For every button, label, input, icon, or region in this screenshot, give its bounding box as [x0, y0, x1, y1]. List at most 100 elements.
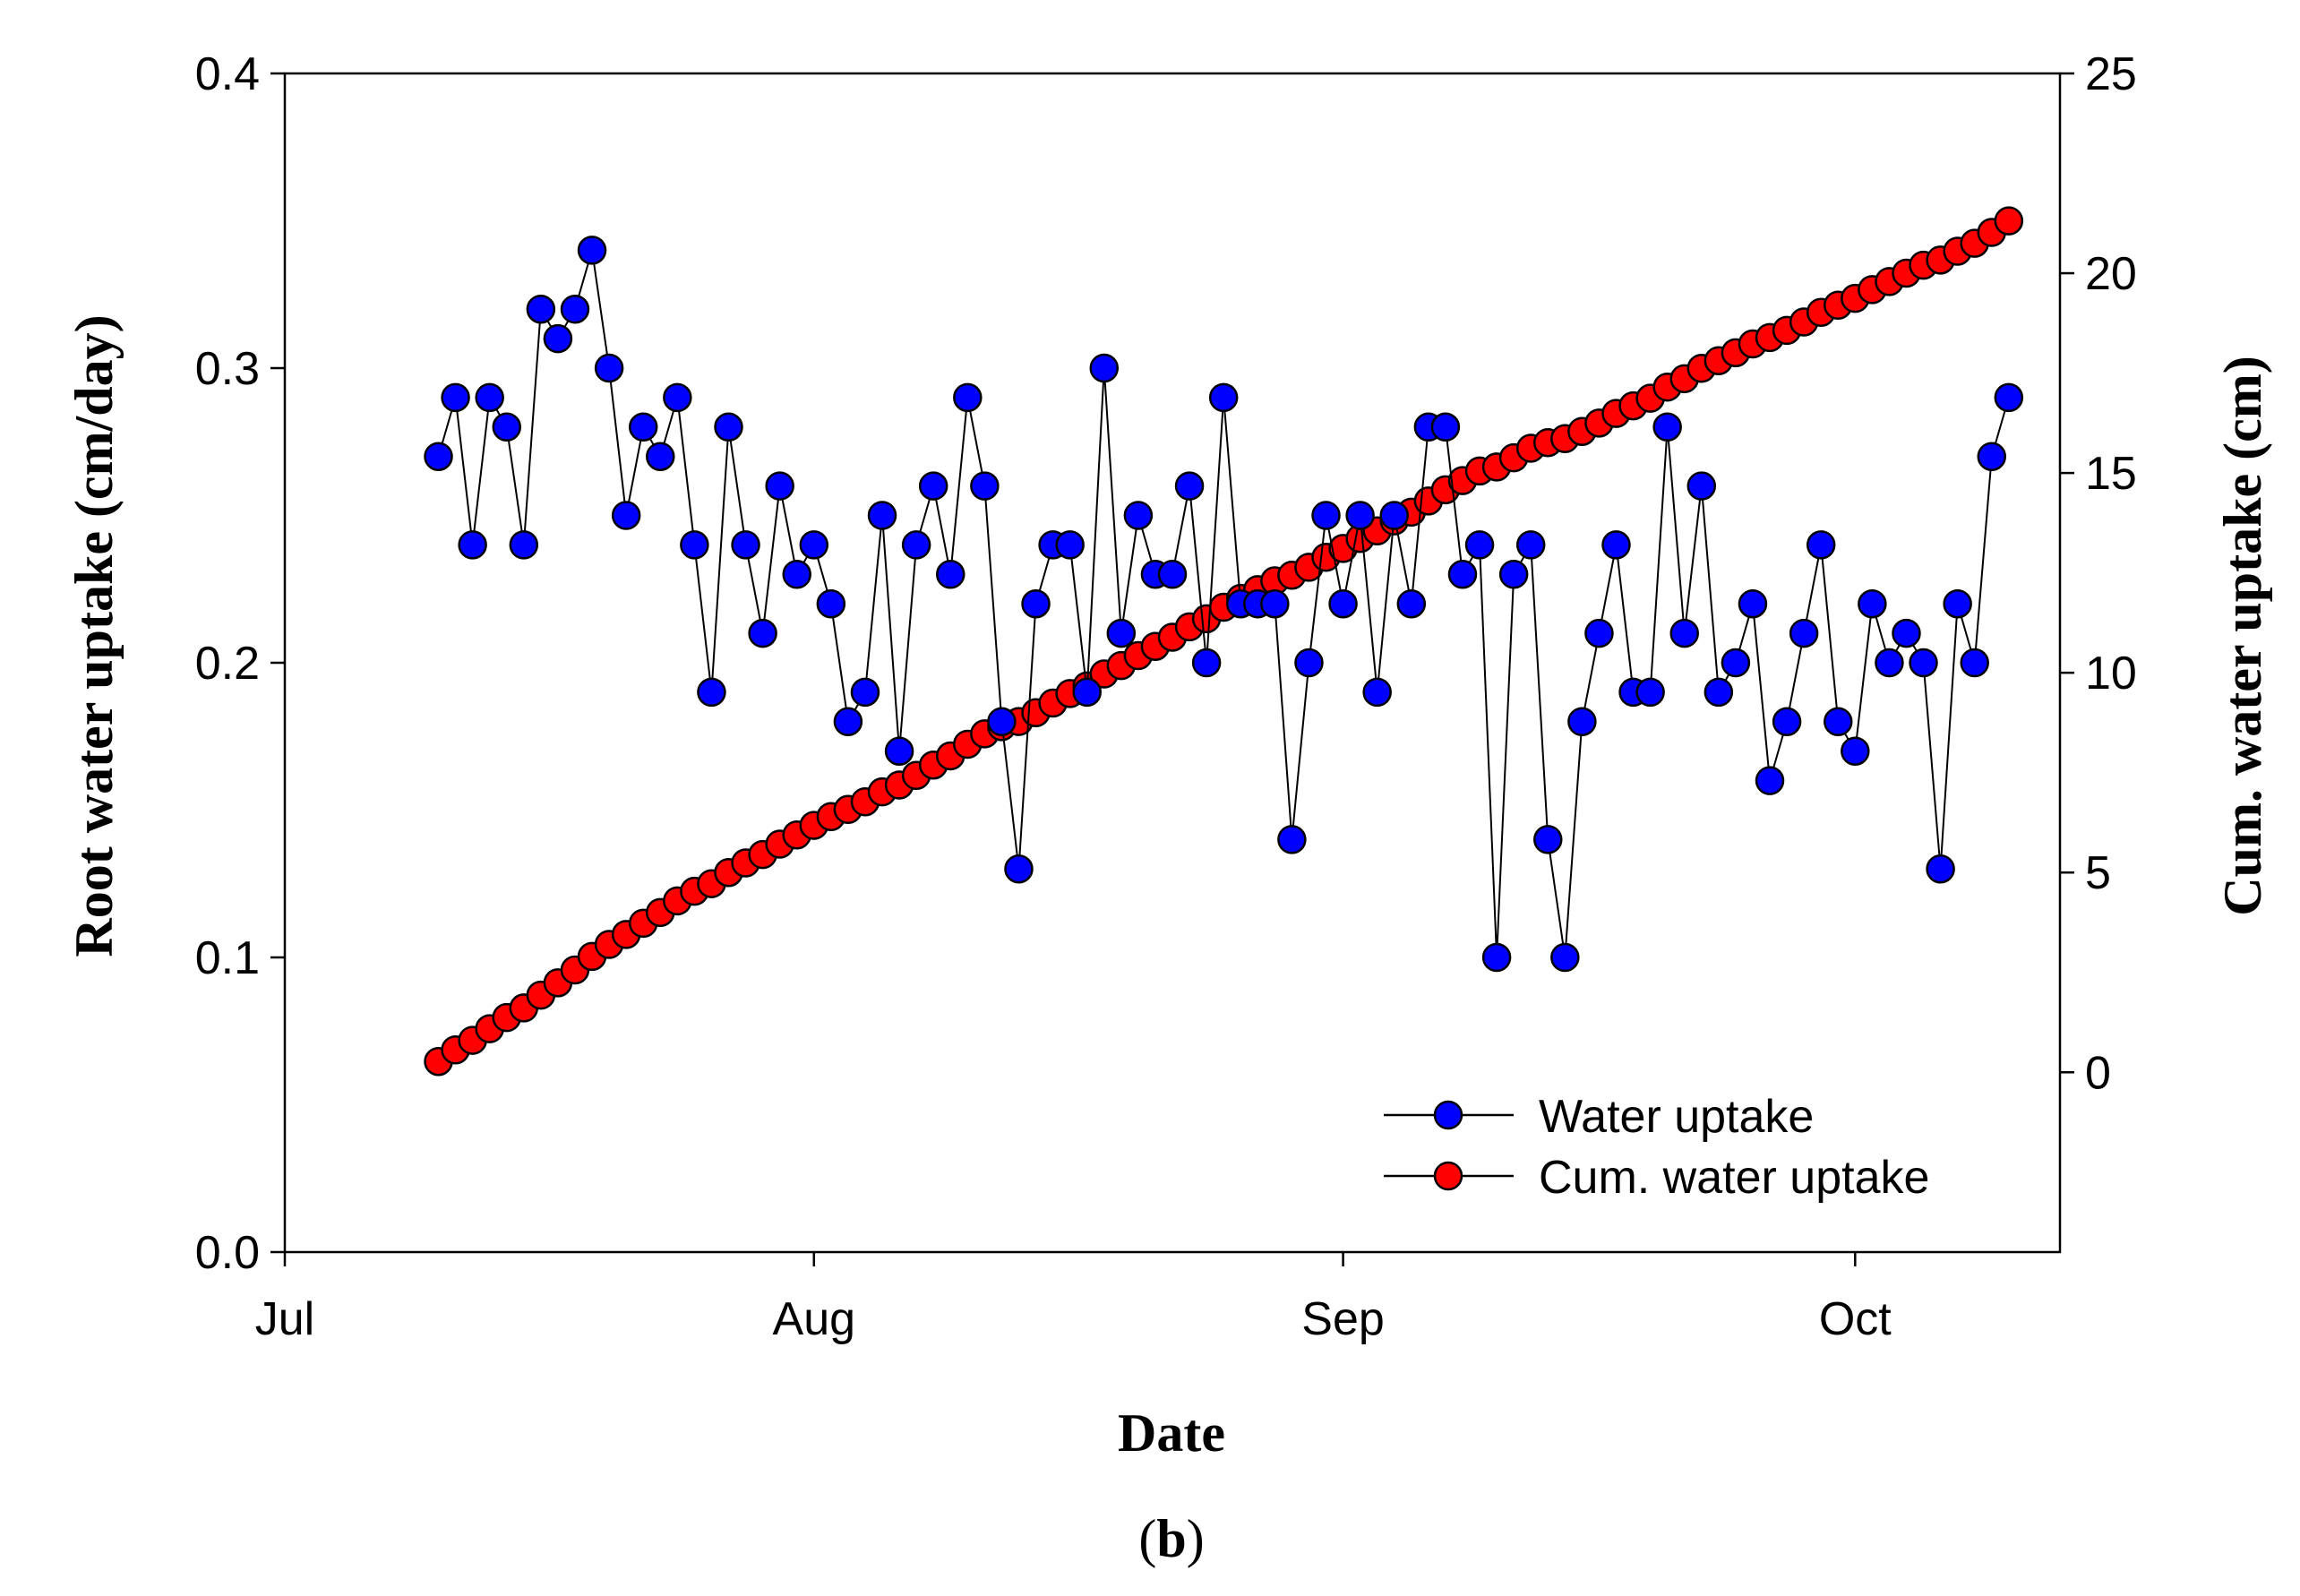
water-uptake-point	[1208, 382, 1239, 413]
water-uptake-point	[1601, 530, 1631, 560]
water-uptake-point	[1755, 766, 1785, 795]
water-uptake-point	[1362, 677, 1392, 708]
x-tick-label: Aug	[773, 1293, 856, 1345]
water-uptake-point	[1772, 707, 1802, 737]
water-uptake-point	[1089, 353, 1120, 383]
water-uptake-point	[867, 501, 897, 530]
water-uptake-point	[1841, 736, 1870, 766]
x-axis-title: Date	[1118, 1403, 1225, 1463]
y2-tick-label: 10	[2085, 648, 2137, 699]
water-uptake-point	[1021, 588, 1051, 619]
water-uptake-point	[1055, 530, 1085, 560]
water-uptake-point	[970, 471, 1000, 501]
water-uptake-point	[1635, 677, 1665, 708]
legend-marker-cum-water-uptake	[1433, 1161, 1463, 1191]
water-uptake-point	[1926, 854, 1955, 884]
legend-label-cum-water-uptake: Cum. water uptake	[1539, 1152, 1929, 1204]
water-uptake-point	[1704, 677, 1734, 708]
water-uptake-point	[1123, 501, 1154, 530]
caption-letter: b	[1156, 1509, 1186, 1568]
water-uptake-point	[714, 412, 743, 442]
water-uptake-point	[1669, 618, 1699, 648]
water-uptake-point	[1106, 618, 1137, 648]
y-axis-title: Root water uptake (cm/day)	[64, 314, 124, 957]
water-uptake-point	[1824, 707, 1853, 737]
y2-axis-title: Cum. water uptake (cm)	[2213, 356, 2272, 915]
water-uptake-point	[1892, 618, 1921, 648]
water-uptake-point	[731, 530, 760, 560]
water-uptake-point	[509, 530, 539, 560]
water-uptake-point	[697, 677, 726, 708]
water-uptake-point	[1447, 560, 1478, 589]
legend-label-water-uptake: Water uptake	[1539, 1091, 1814, 1143]
water-uptake-point	[953, 382, 983, 413]
water-uptake-point	[1550, 942, 1580, 973]
water-uptake-point	[543, 323, 573, 354]
x-tick-label: Jul	[255, 1293, 314, 1345]
water-uptake-point	[1174, 471, 1205, 501]
water-uptake-point	[1396, 588, 1427, 619]
cum-water-uptake-point	[1994, 206, 2024, 236]
y-tick-label: 0.4	[195, 48, 260, 100]
water-uptake-point	[1481, 942, 1512, 973]
water-uptake-point	[918, 471, 948, 501]
water-uptake-point	[475, 382, 504, 413]
water-uptake-point	[560, 294, 590, 324]
water-uptake-point	[1652, 412, 1682, 442]
legend-marker-water-uptake	[1433, 1100, 1463, 1130]
water-uptake-point	[1328, 588, 1358, 619]
water-uptake-point	[850, 677, 880, 708]
y-tick-label: 0.0	[195, 1227, 260, 1279]
water-uptake-point	[680, 530, 709, 560]
water-uptake-point	[1260, 588, 1290, 619]
water-uptake-point	[441, 382, 470, 413]
water-uptake-point	[1311, 501, 1341, 530]
water-uptake-point	[1977, 442, 2007, 471]
water-uptake-point	[1960, 648, 1989, 678]
y2-tick-label: 15	[2085, 448, 2137, 500]
water-uptake-point	[1277, 825, 1307, 854]
water-uptake-point	[1686, 471, 1717, 501]
water-uptake-point	[492, 412, 521, 442]
water-uptake-point	[987, 707, 1017, 737]
water-uptake-point	[816, 588, 846, 619]
water-uptake-point	[424, 442, 453, 471]
water-uptake-point	[646, 442, 675, 471]
y2-tick-label: 20	[2085, 248, 2137, 300]
series-layer	[424, 206, 2024, 1077]
water-uptake-point	[1464, 530, 1495, 560]
water-uptake-point	[1157, 560, 1188, 589]
figure-caption: (b)	[1138, 1509, 1204, 1568]
water-uptake-point	[1806, 530, 1836, 560]
axes: 0.0 0.1 0.2 0.3 0.4 0 5 10 15 20 25 Jul Aug Sep Oct	[195, 48, 2137, 1345]
water-uptake-point	[1584, 618, 1614, 648]
y-tick-label: 0.3	[195, 343, 260, 395]
water-uptake-point	[628, 412, 658, 442]
legend: Water uptake Cum. water uptake	[1384, 1091, 1929, 1204]
water-uptake-point	[526, 294, 556, 324]
water-uptake-point	[782, 560, 811, 589]
y2-tick-label: 0	[2085, 1047, 2111, 1099]
water-uptake-point	[1789, 618, 1819, 648]
water-uptake-point	[884, 736, 914, 766]
water-uptake-point	[1858, 588, 1887, 619]
caption-close: )	[1187, 1509, 1205, 1568]
x-tick-label: Oct	[1819, 1293, 1892, 1345]
water-uptake-point	[748, 618, 777, 648]
water-uptake-point	[1498, 560, 1529, 589]
water-uptake-point	[1567, 707, 1597, 737]
water-uptake-point	[1072, 677, 1102, 708]
water-uptake-point	[1379, 501, 1409, 530]
water-uptake-point	[901, 530, 931, 560]
water-uptake-point	[799, 530, 829, 560]
water-uptake-point	[594, 353, 624, 383]
water-uptake-point	[611, 501, 641, 530]
water-uptake-point	[1533, 825, 1563, 854]
y-tick-label: 0.1	[195, 932, 260, 984]
x-tick-label: Sep	[1301, 1293, 1385, 1345]
water-uptake-point	[1994, 382, 2024, 413]
water-uptake-point	[1430, 412, 1461, 442]
y-tick-label: 0.2	[195, 638, 260, 690]
water-uptake-point	[663, 382, 692, 413]
water-uptake-point	[458, 530, 487, 560]
